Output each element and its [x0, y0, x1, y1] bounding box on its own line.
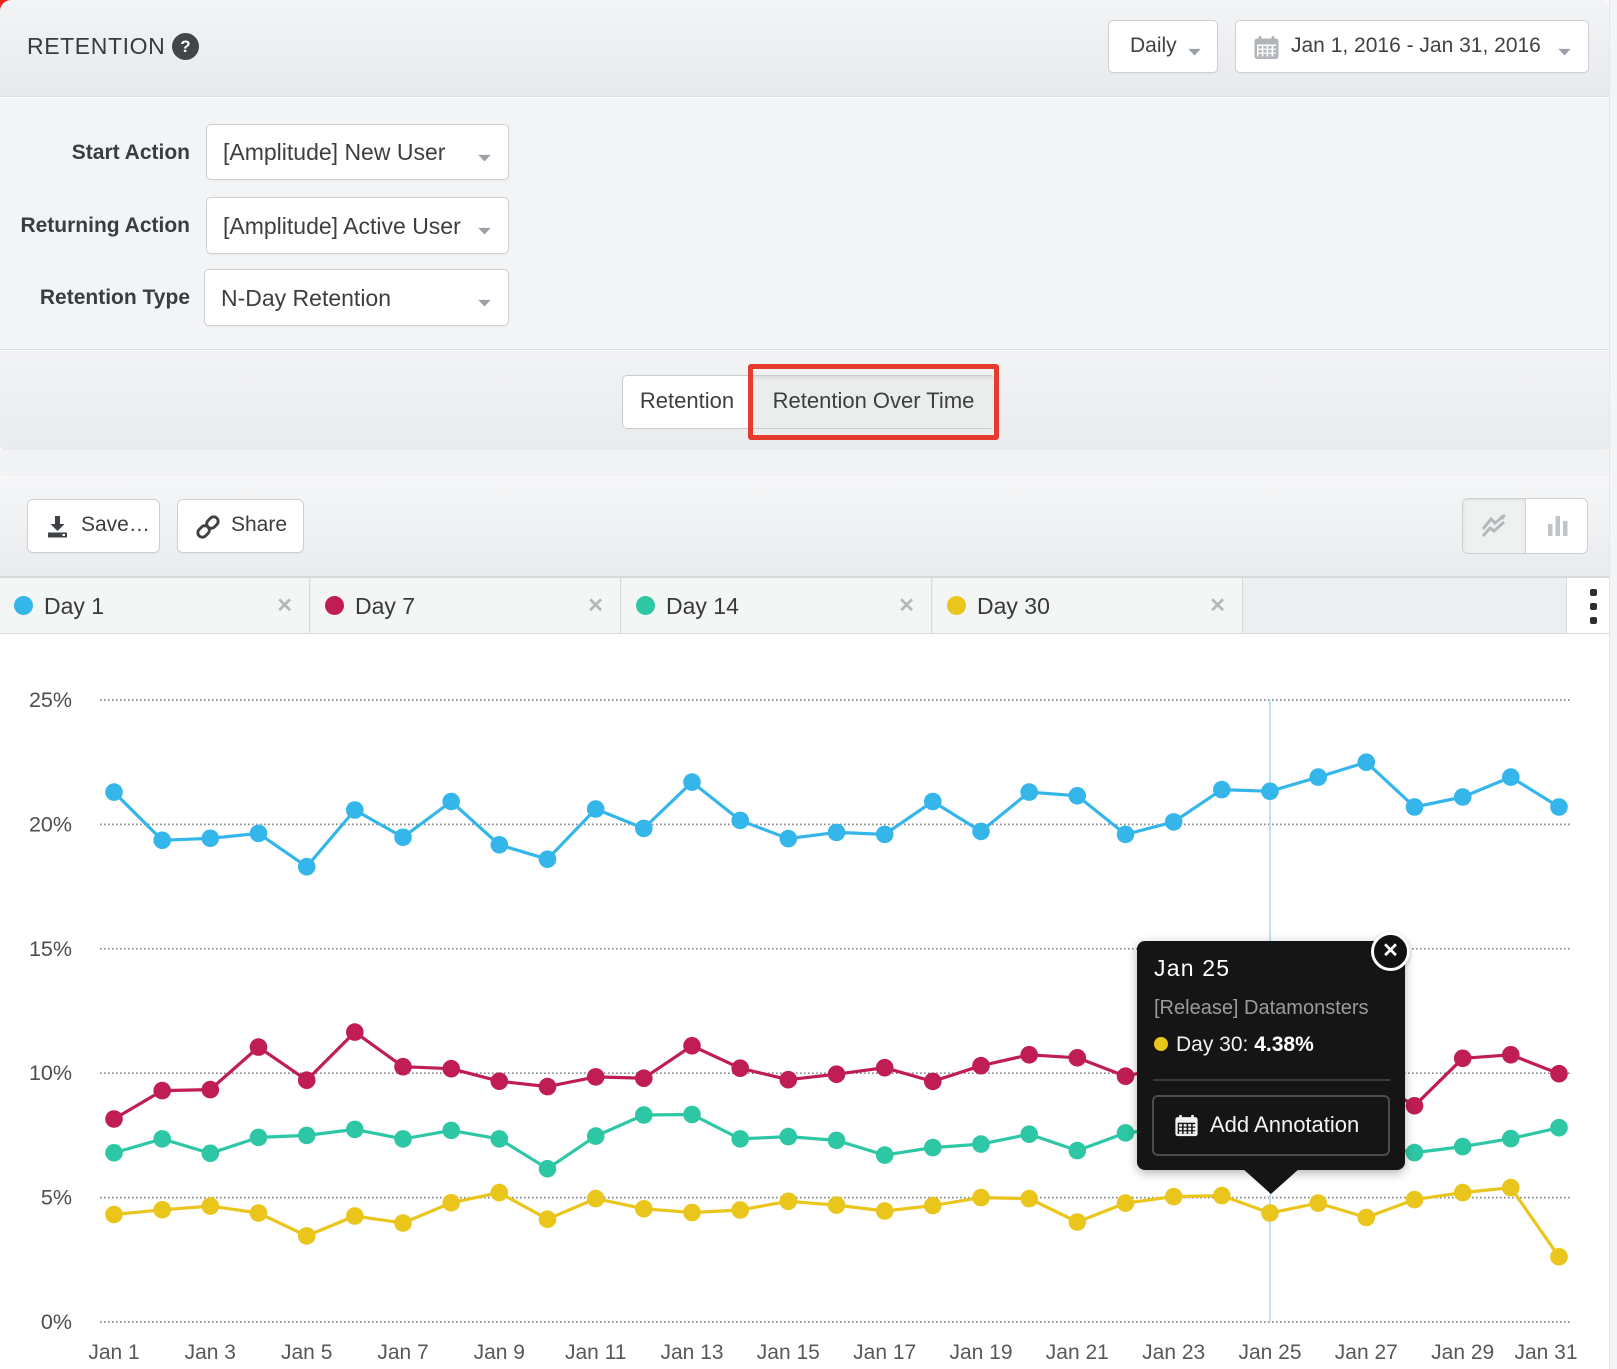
svg-text:25%: 25%: [29, 688, 72, 712]
svg-text:15%: 15%: [29, 937, 72, 961]
svg-text:20%: 20%: [29, 812, 72, 836]
svg-text:Jan 25: Jan 25: [1238, 1341, 1301, 1364]
svg-text:Jan 29: Jan 29: [1431, 1341, 1494, 1364]
svg-text:Jan 5: Jan 5: [281, 1341, 332, 1364]
svg-text:Jan 23: Jan 23: [1142, 1341, 1205, 1364]
svg-text:Jan 9: Jan 9: [474, 1341, 525, 1364]
svg-text:Jan 1: Jan 1: [88, 1341, 139, 1364]
svg-text:Jan 7: Jan 7: [377, 1341, 428, 1364]
svg-text:Jan 15: Jan 15: [757, 1341, 820, 1364]
svg-text:10%: 10%: [29, 1061, 72, 1085]
svg-text:Jan 11: Jan 11: [565, 1341, 627, 1364]
svg-text:Jan 27: Jan 27: [1335, 1341, 1398, 1364]
svg-text:Jan 3: Jan 3: [185, 1341, 236, 1364]
svg-text:Jan 21: Jan 21: [1046, 1341, 1109, 1364]
svg-text:Jan 19: Jan 19: [949, 1341, 1012, 1364]
svg-text:0%: 0%: [41, 1310, 72, 1334]
svg-text:5%: 5%: [41, 1186, 72, 1210]
svg-text:Jan 31: Jan 31: [1514, 1341, 1577, 1364]
svg-text:Jan 13: Jan 13: [660, 1341, 723, 1364]
svg-text:Jan 17: Jan 17: [853, 1341, 916, 1364]
